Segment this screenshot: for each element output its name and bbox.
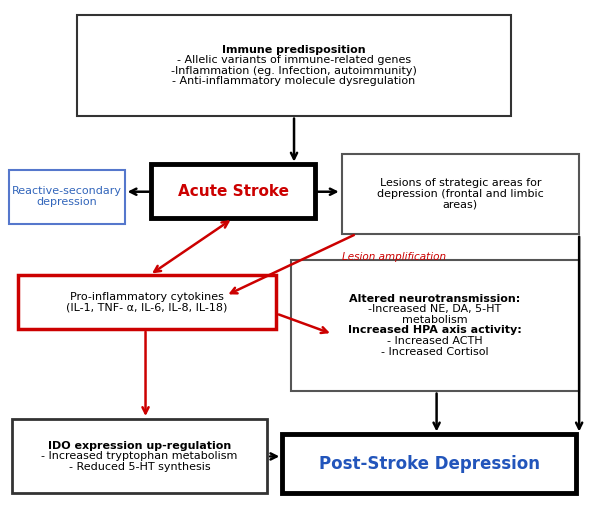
FancyBboxPatch shape xyxy=(291,260,579,391)
Text: Acute Stroke: Acute Stroke xyxy=(178,184,289,199)
Text: Reactive-secondary: Reactive-secondary xyxy=(12,187,122,196)
Text: - Increased ACTH: - Increased ACTH xyxy=(387,336,483,346)
FancyBboxPatch shape xyxy=(12,419,267,493)
Text: depression (frontal and limbic: depression (frontal and limbic xyxy=(377,189,544,199)
Text: Post-Stroke Depression: Post-Stroke Depression xyxy=(318,455,540,473)
Text: - Increased Cortisol: - Increased Cortisol xyxy=(381,346,489,357)
Text: - Allelic variants of immune-related genes: - Allelic variants of immune-related gen… xyxy=(177,55,411,65)
FancyBboxPatch shape xyxy=(18,275,276,329)
Text: - Anti-inflammatory molecule dysregulation: - Anti-inflammatory molecule dysregulati… xyxy=(172,77,416,86)
Text: IDO expression up-regulation: IDO expression up-regulation xyxy=(48,440,231,451)
Text: - Reduced 5-HT synthesis: - Reduced 5-HT synthesis xyxy=(69,462,210,472)
Text: Lesion amplification: Lesion amplification xyxy=(342,252,446,262)
Text: -Inflammation (eg. Infection, autoimmunity): -Inflammation (eg. Infection, autoimmuni… xyxy=(171,66,417,76)
FancyBboxPatch shape xyxy=(282,434,576,493)
Text: metabolism: metabolism xyxy=(402,315,468,325)
Text: depression: depression xyxy=(36,197,97,207)
Text: Lesions of strategic areas for: Lesions of strategic areas for xyxy=(380,178,541,189)
FancyBboxPatch shape xyxy=(342,154,579,234)
FancyBboxPatch shape xyxy=(151,164,315,218)
Text: Pro-inflammatory cytokines: Pro-inflammatory cytokines xyxy=(70,292,224,302)
Text: Increased HPA axis activity:: Increased HPA axis activity: xyxy=(348,325,522,335)
Text: Altered neurotransmission:: Altered neurotransmission: xyxy=(349,293,521,304)
Text: - Increased tryptophan metabolism: - Increased tryptophan metabolism xyxy=(42,451,238,461)
Text: -Increased NE, DA, 5-HT: -Increased NE, DA, 5-HT xyxy=(368,304,502,314)
FancyBboxPatch shape xyxy=(9,170,125,224)
FancyBboxPatch shape xyxy=(77,15,511,116)
Text: Immune predisposition: Immune predisposition xyxy=(222,45,366,54)
Text: (IL-1, TNF- α, IL-6, IL-8, IL-18): (IL-1, TNF- α, IL-6, IL-8, IL-18) xyxy=(67,302,228,313)
Text: areas): areas) xyxy=(443,199,478,210)
